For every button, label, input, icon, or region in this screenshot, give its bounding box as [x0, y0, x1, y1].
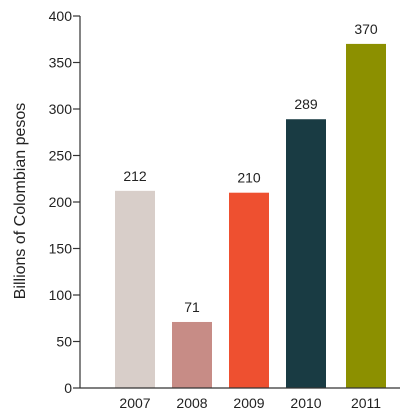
y-tick-label: 400 — [49, 8, 73, 24]
x-tick-label-2009: 2009 — [233, 395, 264, 411]
y-axis-title: Billions of Colombian pesos — [12, 103, 29, 300]
bar-2011 — [346, 43, 386, 389]
y-tick-label: 250 — [49, 148, 73, 164]
y-tick-label: 200 — [49, 194, 73, 210]
value-label-2007: 212 — [123, 168, 147, 184]
value-label-2009: 210 — [237, 170, 261, 186]
x-ticks-group: 2007 2008 2009 2010 2011 — [119, 395, 381, 411]
y-tick-label: 350 — [49, 55, 73, 71]
y-tick-label: 50 — [56, 334, 72, 350]
x-tick-label-2011: 2011 — [351, 395, 381, 411]
y-tick-label: 100 — [49, 287, 73, 303]
bar-2009 — [229, 192, 269, 388]
value-label-2010: 289 — [294, 96, 318, 112]
y-ticks-group: 0 50 100 150 200 250 300 350 400 — [49, 8, 80, 396]
x-tick-label-2010: 2010 — [290, 395, 321, 411]
y-tick-label: 0 — [64, 380, 72, 396]
value-labels-group: 212 71 210 289 370 — [123, 21, 378, 315]
x-tick-label-2007: 2007 — [119, 395, 150, 411]
y-tick-label: 300 — [49, 101, 73, 117]
x-tick-label-2008: 2008 — [176, 395, 207, 411]
y-tick-label: 150 — [49, 241, 73, 257]
bars-group — [115, 43, 386, 389]
value-label-2011: 370 — [354, 21, 378, 37]
bar-2008 — [172, 321, 212, 388]
bar-2010 — [286, 119, 326, 388]
value-label-2008: 71 — [184, 299, 200, 315]
bar-2007 — [115, 190, 155, 388]
